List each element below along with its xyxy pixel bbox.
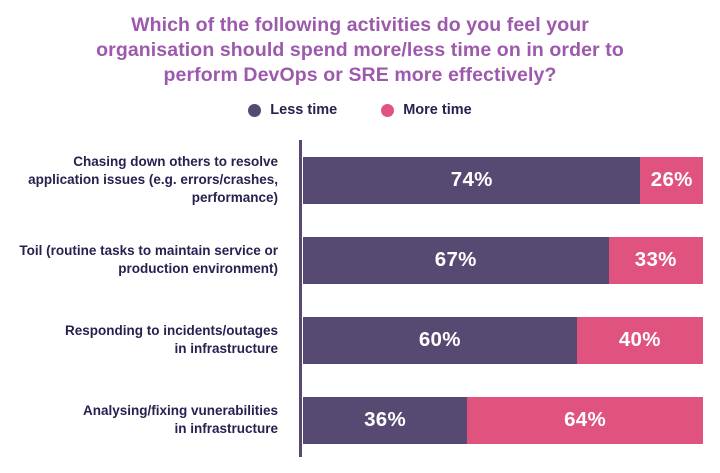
bar-value-label: 74% — [450, 168, 493, 191]
legend-label: More time — [403, 102, 472, 118]
bar-segment-less-time: 74% — [303, 156, 641, 204]
bar-value-label: 33% — [634, 248, 677, 271]
bar-value-label: 67% — [434, 248, 477, 271]
category-label: Chasing down others to resolve applicati… — [28, 154, 278, 205]
bar-segment-more-time: 33% — [608, 236, 703, 284]
bar-row: Chasing down others to resolve applicati… — [0, 140, 720, 220]
bar-segment-less-time: 60% — [303, 316, 577, 364]
bar-segment-more-time: 40% — [576, 316, 703, 364]
legend-label: Less time — [270, 102, 338, 118]
bar-row: Toil (routine tasks to maintain service … — [0, 220, 720, 300]
bar-segment-less-time: 36% — [303, 396, 468, 444]
bar-track: 36% 64% — [303, 396, 703, 444]
bar-segment-more-time: 26% — [640, 156, 703, 204]
bar-value-label: 36% — [364, 408, 407, 431]
bar-segment-less-time: 67% — [303, 236, 609, 284]
category-label: Analysing/fixing vunerabilities in infra… — [82, 403, 278, 436]
bar-row: Responding to incidents/outages in infra… — [0, 300, 720, 380]
chart-title: Which of the following activities do you… — [96, 14, 624, 86]
legend-item: Less time — [248, 102, 337, 118]
category-label: Toil (routine tasks to maintain service … — [19, 243, 278, 276]
legend: Less time More time — [0, 102, 720, 118]
bar-value-label: 26% — [650, 168, 693, 191]
chart-rows: Chasing down others to resolve applicati… — [0, 140, 720, 460]
bar-value-label: 60% — [418, 328, 461, 351]
legend-item: More time — [381, 102, 472, 118]
y-axis-line — [299, 140, 302, 457]
legend-dot — [381, 103, 395, 117]
category-label: Responding to incidents/outages in infra… — [64, 323, 278, 356]
bar-value-label: 64% — [564, 408, 607, 431]
bar-track: 67% 33% — [303, 236, 703, 284]
bar-track: 60% 40% — [303, 316, 703, 364]
bar-row: Analysing/fixing vunerabilities in infra… — [0, 380, 720, 460]
bar-value-label: 40% — [618, 328, 661, 351]
bar-segment-more-time: 64% — [467, 396, 703, 444]
legend-dot — [248, 103, 262, 117]
bar-track: 74% 26% — [303, 156, 703, 204]
